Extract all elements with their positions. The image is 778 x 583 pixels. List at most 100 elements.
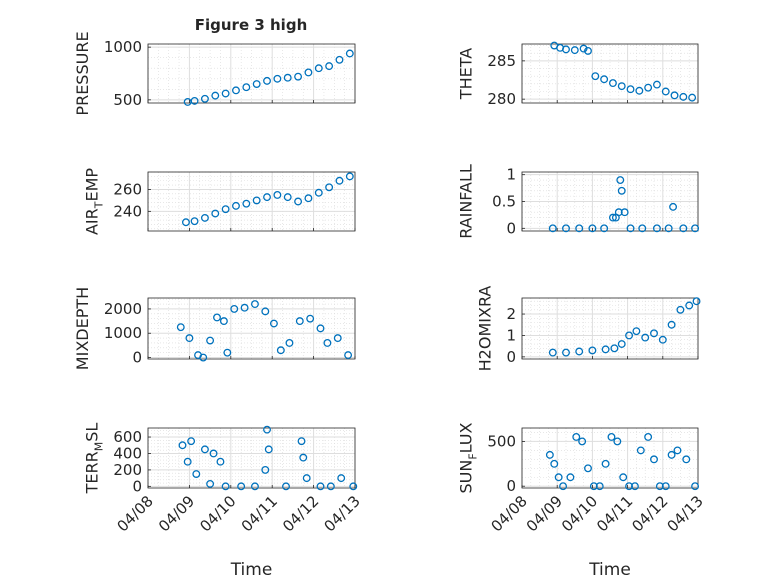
data-point	[644, 433, 653, 441]
data-point	[316, 482, 325, 491]
data-point	[566, 473, 575, 482]
data-point	[691, 224, 700, 233]
data-point	[323, 339, 332, 347]
data-point	[211, 91, 220, 100]
data-point	[230, 304, 239, 313]
data-point	[304, 194, 313, 203]
data-point	[658, 335, 667, 344]
data-point	[608, 213, 617, 222]
data-point	[682, 455, 691, 464]
subplot-theta: 280 285 THETA	[457, 41, 699, 108]
data-point	[600, 224, 609, 233]
data-point	[692, 297, 701, 306]
data-point	[242, 199, 251, 208]
data-point	[316, 324, 325, 333]
data-point	[250, 300, 259, 309]
data-point	[620, 208, 629, 217]
data-point	[221, 205, 230, 214]
y-axis-label: SUNFLUX	[457, 422, 480, 493]
y-tick-label: 260	[113, 180, 142, 198]
data-point	[299, 453, 308, 462]
data-point	[579, 44, 588, 53]
data-point	[176, 323, 185, 332]
data-point	[345, 172, 354, 181]
data-point	[655, 482, 664, 491]
data-point	[199, 353, 208, 362]
data-point	[617, 82, 626, 91]
data-point	[190, 217, 199, 226]
data-point	[600, 75, 609, 84]
data-point	[250, 482, 259, 491]
data-point	[223, 348, 232, 357]
data-point	[595, 482, 604, 491]
data-point	[644, 83, 653, 92]
y-tick-label: 1	[506, 166, 516, 184]
data-point	[252, 196, 261, 205]
data-point	[219, 317, 228, 326]
data-point	[562, 45, 570, 54]
data-point	[181, 218, 190, 227]
data-point	[178, 441, 187, 450]
data-point	[626, 85, 635, 94]
data-point	[185, 334, 194, 343]
data-point	[183, 457, 192, 466]
x-axis-label: Time	[588, 560, 631, 580]
data-point	[636, 446, 645, 455]
y-tick-label: 0	[506, 477, 516, 495]
y-tick-label: 0.5	[492, 193, 516, 211]
data-point	[601, 459, 610, 468]
data-point	[263, 425, 271, 434]
data-point	[304, 68, 313, 77]
y-axis-label: AIRTEMP	[83, 168, 106, 235]
axes-box	[521, 43, 699, 104]
data-point	[688, 93, 697, 102]
data-point	[261, 465, 270, 474]
data-point	[667, 320, 676, 329]
data-point	[263, 193, 271, 202]
data-point	[584, 46, 592, 55]
data-point	[190, 96, 199, 105]
data-point	[263, 76, 271, 85]
data-point	[608, 79, 617, 88]
data-point	[664, 224, 673, 233]
x-axis-label: Time	[230, 560, 273, 580]
data-point	[679, 224, 688, 233]
data-point	[200, 94, 209, 103]
data-point	[273, 74, 282, 83]
data-point	[232, 86, 240, 95]
data-point	[349, 482, 358, 491]
data-point	[206, 479, 215, 488]
data-point	[685, 301, 694, 310]
data-point	[617, 186, 626, 195]
data-point	[635, 86, 644, 95]
y-tick-label: 600	[113, 428, 142, 446]
data-point	[562, 348, 570, 357]
data-point	[345, 49, 354, 58]
data-point	[570, 46, 579, 55]
subplot-h2omixra: 0 1 2 H2OMIXRA	[476, 286, 701, 371]
data-point	[626, 224, 635, 233]
y-tick-label: 0	[132, 349, 142, 367]
data-point	[326, 482, 335, 491]
y-tick-label: 0	[506, 219, 516, 237]
data-point	[200, 445, 209, 454]
data-point	[264, 445, 273, 454]
subplot-mixdepth: 0 1000 2000 MIXDEPTH	[73, 287, 356, 370]
data-point	[667, 450, 676, 459]
data-point	[632, 327, 641, 336]
y-tick-label: 500	[113, 91, 142, 109]
y-tick-label: 285	[487, 52, 516, 70]
data-point	[625, 482, 634, 491]
data-point	[344, 351, 353, 360]
data-point	[325, 62, 334, 71]
data-point	[588, 224, 597, 233]
data-point	[209, 449, 218, 458]
y-tick-label: 280	[487, 90, 516, 108]
data-point	[335, 55, 344, 64]
data-point	[333, 334, 342, 343]
data-point	[661, 482, 670, 491]
data-point	[578, 437, 587, 446]
y-axis-label: MIXDEPTH	[73, 287, 92, 370]
data-point	[295, 317, 304, 326]
data-point	[589, 482, 598, 491]
